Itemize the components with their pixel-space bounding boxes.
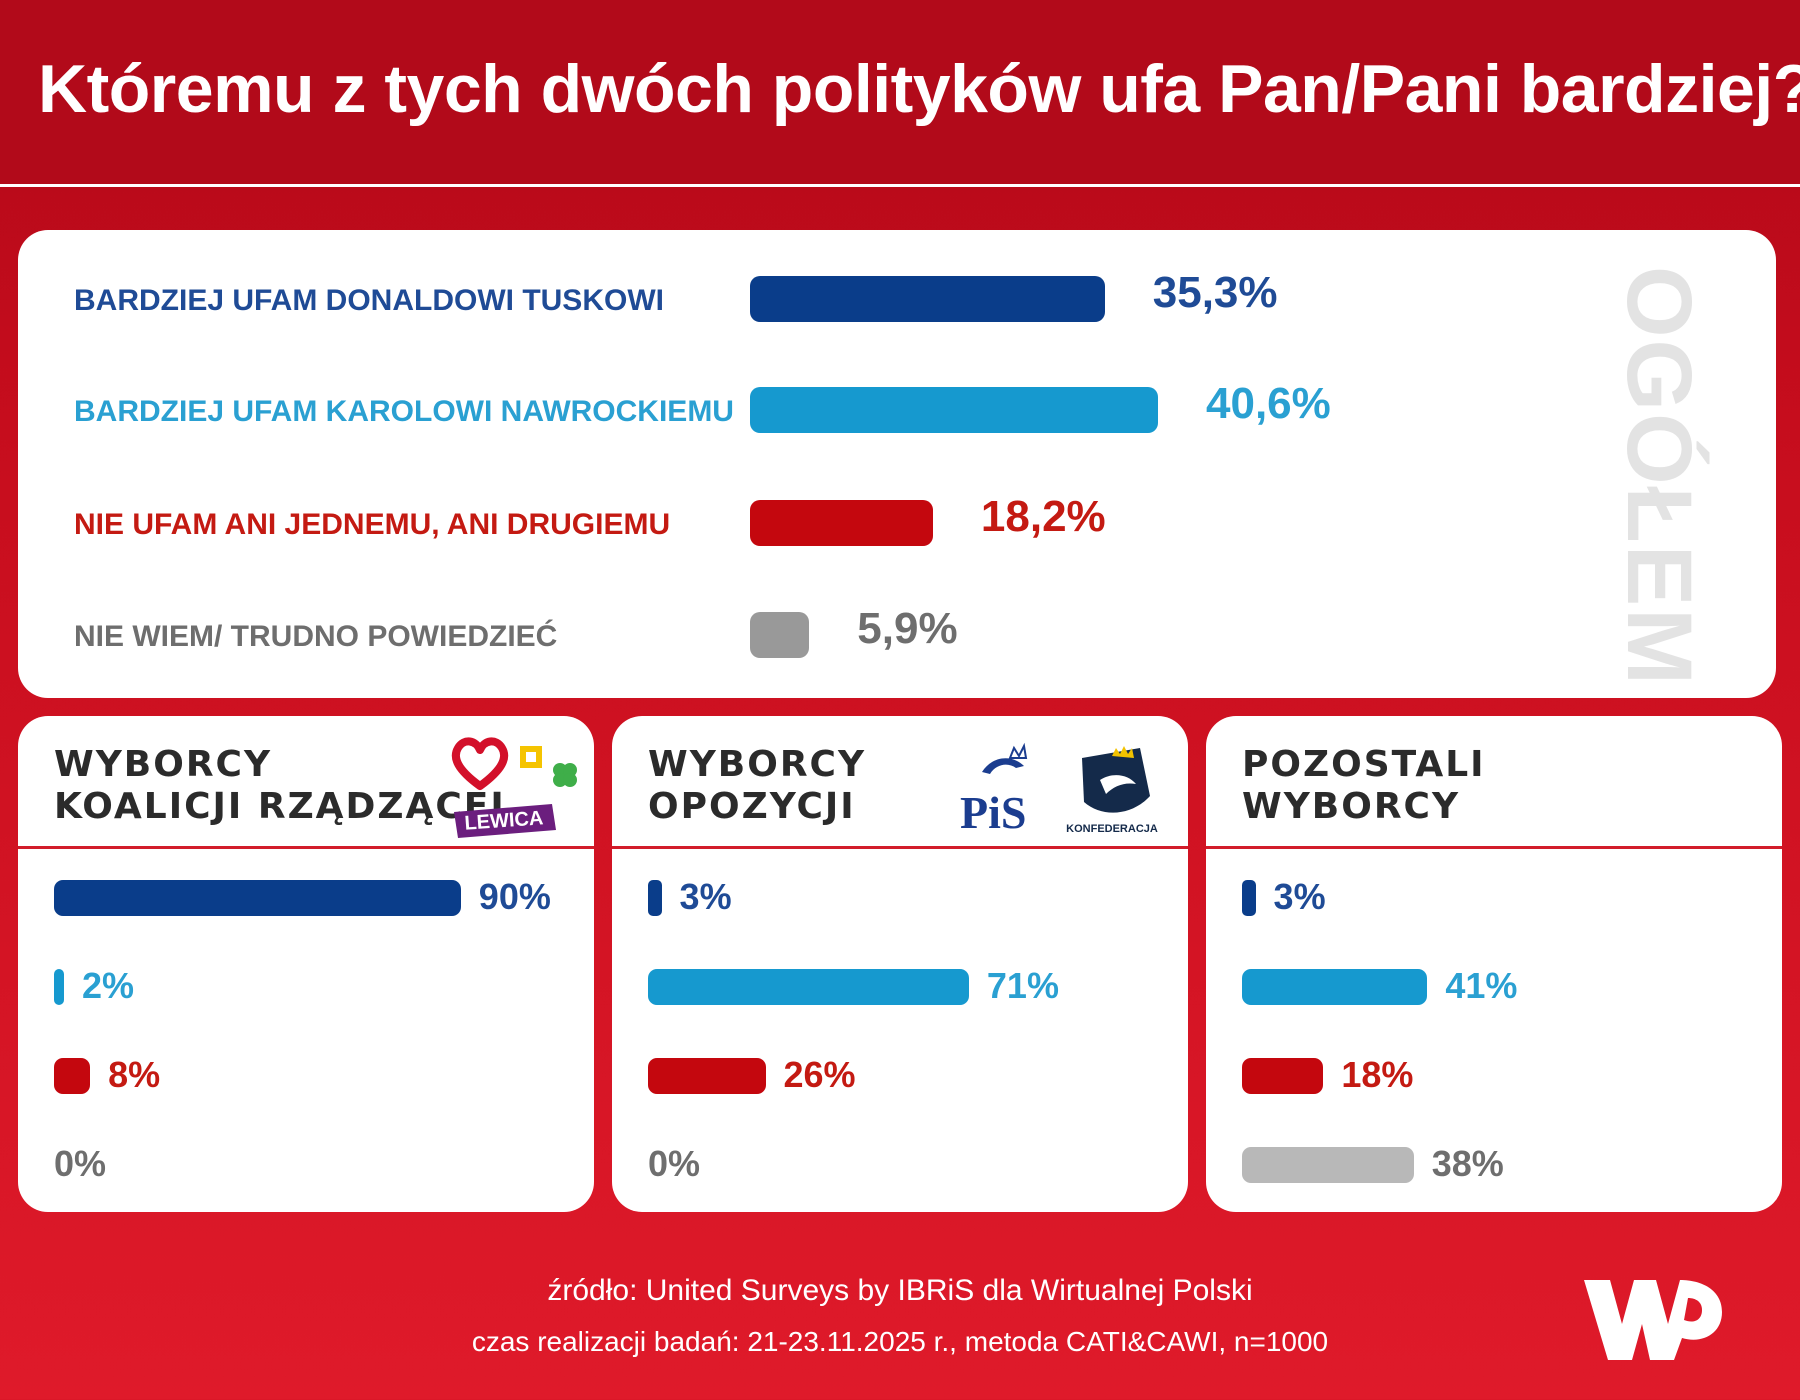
overall-bar-dontknow bbox=[750, 612, 810, 658]
others-row-nawrocki: 41% bbox=[1206, 963, 1782, 1013]
others-bar-neither bbox=[1242, 1058, 1324, 1094]
opposition-row-neither: 26% bbox=[612, 1052, 1188, 1102]
overall-label-dontknow: NIE WIEM/ TRUDNO POWIEDZIEĆ bbox=[74, 620, 558, 653]
wp-logo-icon bbox=[1584, 1280, 1722, 1360]
others-divider bbox=[1206, 846, 1782, 849]
overall-bar-tusk bbox=[750, 276, 1105, 322]
others-row-dontknow: 38% bbox=[1206, 1141, 1782, 1191]
others-value-neither: 18% bbox=[1341, 1054, 1414, 1095]
coalition-panel-title: WYBORCY KOALICJI RZĄDZĄCEJ bbox=[54, 744, 506, 828]
others-panel: POZOSTALI WYBORCY 3% 41% 18% 38% bbox=[1206, 716, 1782, 1212]
overall-label-neither: NIE UFAM ANI JEDNEMU, ANI DRUGIEMU bbox=[74, 508, 671, 541]
coalition-row-neither: 8% bbox=[18, 1052, 594, 1102]
others-bar-dontknow bbox=[1242, 1147, 1414, 1183]
opposition-row-tusk: 3% bbox=[612, 874, 1188, 924]
lewica-logo: LEWICA bbox=[454, 804, 556, 838]
coalition-value-neither: 8% bbox=[108, 1054, 161, 1095]
coalition-bar-nawrocki bbox=[54, 969, 64, 1005]
page-title: Któremu z tych dwóch polityków ufa Pan/P… bbox=[38, 51, 1800, 127]
coalition-row-dontknow: 0% bbox=[18, 1141, 594, 1191]
opposition-row-dontknow: 0% bbox=[612, 1141, 1188, 1191]
coalition-divider bbox=[18, 846, 594, 849]
opposition-value-dontknow: 0% bbox=[648, 1143, 701, 1184]
opposition-bar-tusk bbox=[648, 880, 662, 916]
others-value-tusk: 3% bbox=[1273, 876, 1326, 917]
header: Któremu z tych dwóch polityków ufa Pan/P… bbox=[0, 0, 1800, 187]
overall-bar-nawrocki bbox=[750, 387, 1159, 433]
others-title-line-2: WYBORCY bbox=[1242, 786, 1461, 827]
wp-logo bbox=[1576, 1268, 1726, 1369]
coalition-panel: WYBORCY KOALICJI RZĄDZĄCEJ LEWICA bbox=[18, 716, 594, 1212]
others-value-dontknow: 38% bbox=[1431, 1143, 1504, 1184]
opposition-panel-title: WYBORCY OPOZYCJI bbox=[648, 744, 866, 828]
overall-row-dontknow: NIE WIEM/ TRUDNO POWIEDZIEĆ 5,9% bbox=[18, 604, 1776, 664]
others-panel-title: POZOSTALI WYBORCY bbox=[1242, 744, 1486, 828]
coalition-logos: LEWICA bbox=[448, 734, 588, 844]
pis-logo: PiS bbox=[960, 742, 1028, 838]
overall-row-nawrocki: BARDZIEJ UFAM KAROLOWI NAWROCKIEMU 40,6% bbox=[18, 379, 1776, 439]
opposition-title-line-2: OPOZYCJI bbox=[648, 786, 856, 827]
overall-label-nawrocki: BARDZIEJ UFAM KAROLOWI NAWROCKIEMU bbox=[74, 395, 734, 428]
header-divider bbox=[0, 184, 1800, 187]
clover-icon bbox=[553, 763, 577, 787]
coalition-bar-tusk bbox=[54, 880, 461, 916]
overall-value-neither: 18,2% bbox=[980, 492, 1106, 541]
overall-row-tusk: BARDZIEJ UFAM DONALDOWI TUSKOWI 35,3% bbox=[18, 268, 1776, 328]
overall-row-neither: NIE UFAM ANI JEDNEMU, ANI DRUGIEMU 18,2% bbox=[18, 492, 1776, 552]
coalition-value-nawrocki: 2% bbox=[82, 965, 135, 1006]
opposition-value-neither: 26% bbox=[783, 1054, 856, 1095]
coalition-title-line-1: WYBORCY bbox=[54, 744, 273, 785]
opposition-value-nawrocki: 71% bbox=[986, 965, 1059, 1006]
others-row-tusk: 3% bbox=[1206, 874, 1782, 924]
svg-text:PiS: PiS bbox=[960, 787, 1026, 838]
coalition-title-line-2: KOALICJI RZĄDZĄCEJ bbox=[54, 786, 506, 827]
overall-side-label: OGÓŁEM bbox=[1608, 266, 1710, 687]
opposition-title-line-1: WYBORCY bbox=[648, 744, 867, 785]
polska-2050-icon bbox=[520, 746, 542, 768]
heart-icon bbox=[451, 737, 509, 790]
overall-bar-neither bbox=[750, 500, 933, 546]
source-note: źródło: United Surveys by IBRiS dla Wirt… bbox=[547, 1274, 1253, 1307]
opposition-bar-nawrocki bbox=[648, 969, 969, 1005]
overall-value-dontknow: 5,9% bbox=[857, 604, 958, 653]
coalition-row-nawrocki: 2% bbox=[18, 963, 594, 1013]
others-row-neither: 18% bbox=[1206, 1052, 1782, 1102]
coalition-value-dontknow: 0% bbox=[54, 1143, 107, 1184]
konfederacja-logo: KONFEDERACJA bbox=[1066, 746, 1158, 835]
overall-panel: BARDZIEJ UFAM DONALDOWI TUSKOWI 35,3% BA… bbox=[18, 230, 1776, 698]
svg-text:LEWICA: LEWICA bbox=[464, 807, 544, 834]
opposition-value-tusk: 3% bbox=[679, 876, 732, 917]
methodology-note: czas realizacji badań: 21-23.11.2025 r.,… bbox=[471, 1326, 1329, 1357]
opposition-bar-neither bbox=[648, 1058, 766, 1094]
others-bar-nawrocki bbox=[1242, 969, 1428, 1005]
svg-text:KONFEDERACJA: KONFEDERACJA bbox=[1066, 823, 1158, 835]
opposition-panel: WYBORCY OPOZYCJI PiS KONFEDERACJA 3% 71%… bbox=[612, 716, 1188, 1212]
coalition-value-tusk: 90% bbox=[478, 876, 551, 917]
overall-label-tusk: BARDZIEJ UFAM DONALDOWI TUSKOWI bbox=[74, 284, 664, 317]
opposition-logos: PiS KONFEDERACJA bbox=[952, 736, 1172, 846]
opposition-divider bbox=[612, 846, 1188, 849]
coalition-bar-neither bbox=[54, 1058, 91, 1094]
coalition-row-tusk: 90% bbox=[18, 874, 594, 924]
others-bar-tusk bbox=[1242, 880, 1256, 916]
opposition-row-nawrocki: 71% bbox=[612, 963, 1188, 1013]
others-title-line-1: POZOSTALI bbox=[1242, 744, 1486, 785]
overall-value-tusk: 35,3% bbox=[1152, 268, 1278, 317]
overall-value-nawrocki: 40,6% bbox=[1206, 379, 1331, 428]
others-value-nawrocki: 41% bbox=[1445, 965, 1518, 1006]
